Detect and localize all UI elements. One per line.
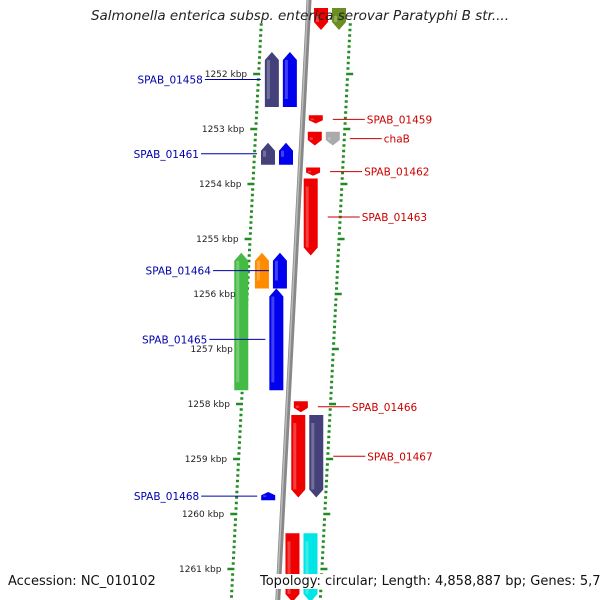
accession-label: Accession: NC_010102 bbox=[6, 574, 158, 589]
gene-spab_01459[interactable] bbox=[308, 115, 323, 124]
backbone-highlight bbox=[276, 0, 309, 600]
gene-label[interactable]: SPAB_01465 bbox=[142, 334, 207, 346]
gene-shade bbox=[305, 186, 309, 248]
gene-shade bbox=[281, 150, 285, 157]
gene-label[interactable]: SPAB_01462 bbox=[364, 167, 429, 179]
gene-label[interactable]: SPAB_01458 bbox=[137, 75, 202, 87]
gene-spab_01461-b[interactable] bbox=[279, 142, 294, 165]
gene-labels: SPAB_01458 SPAB_01461 SPAB_01464 SPAB_01465… bbox=[134, 75, 433, 504]
gene-shade bbox=[263, 150, 267, 157]
gene-shade bbox=[284, 60, 288, 99]
gene-shade bbox=[308, 170, 312, 173]
gene-spab_01465-g[interactable] bbox=[234, 252, 249, 391]
gene-spab_01458-b[interactable] bbox=[282, 52, 297, 107]
gene-label[interactable]: SPAB_01459 bbox=[367, 114, 432, 126]
gene-label[interactable]: SPAB_01466 bbox=[352, 402, 418, 414]
gene-spab_01468[interactable] bbox=[261, 492, 276, 501]
backbone-line bbox=[275, 0, 312, 600]
gene-shade bbox=[236, 260, 240, 383]
gene-spab_01463[interactable] bbox=[303, 178, 318, 256]
gene-shade bbox=[310, 118, 314, 121]
scale-label: 1261 kbp bbox=[179, 565, 222, 575]
gene-shade bbox=[305, 541, 309, 594]
gene-shade bbox=[311, 423, 315, 490]
gene-spab_01458[interactable] bbox=[264, 52, 279, 107]
scale-label: 1259 kbp bbox=[185, 455, 228, 465]
scale-label: 1255 kbp bbox=[196, 235, 239, 245]
map-title: Salmonella enterica subsp. enterica sero… bbox=[90, 8, 510, 24]
scale-label: 1257 kbp bbox=[190, 345, 233, 355]
gene-label[interactable]: SPAB_01467 bbox=[367, 451, 432, 463]
gene-spab_01462[interactable] bbox=[306, 167, 321, 176]
gene-spab_01464[interactable] bbox=[272, 252, 287, 289]
gene-chab-r[interactable] bbox=[307, 131, 322, 146]
gene-label[interactable]: SPAB_01463 bbox=[362, 212, 427, 224]
gene-label[interactable]: SPAB_01468 bbox=[134, 491, 199, 503]
gene-shade bbox=[327, 137, 331, 140]
gene-chab[interactable] bbox=[325, 131, 340, 146]
scale-label: 1258 kbp bbox=[188, 400, 231, 410]
scale-label: 1254 kbp bbox=[199, 180, 242, 190]
scale-ticks bbox=[227, 23, 354, 598]
topology-label: Topology: circular; Length: 4,858,887 bp… bbox=[258, 574, 600, 589]
gene-shade bbox=[334, 16, 338, 22]
gene-shade bbox=[295, 405, 299, 408]
gene-label[interactable]: chaB bbox=[384, 134, 410, 146]
scale-labels: 1252 kbp 1253 kbp 1254 kbp 1255 kbp 1256 kbp… bbox=[179, 70, 247, 575]
scale-label: 1256 kbp bbox=[193, 290, 236, 300]
gene-shade bbox=[274, 260, 278, 281]
gene-spab_01467-r[interactable] bbox=[291, 415, 306, 498]
gene-spab_01457[interactable] bbox=[314, 8, 329, 30]
backbone bbox=[275, 0, 312, 600]
gene-spab_01467[interactable] bbox=[309, 415, 324, 498]
gene-features bbox=[234, 8, 347, 600]
gene-label[interactable]: SPAB_01461 bbox=[134, 149, 199, 161]
gene-shade bbox=[293, 423, 297, 490]
gene-label[interactable]: SPAB_01464 bbox=[146, 266, 212, 278]
gene-shade bbox=[316, 16, 320, 22]
gene-shade bbox=[309, 137, 313, 140]
scale-label: 1252 kbp bbox=[205, 70, 248, 80]
gene-shade bbox=[266, 60, 270, 99]
gene-spab_01461[interactable] bbox=[261, 142, 276, 165]
gene-shade bbox=[287, 541, 291, 594]
gene-spab_01457-o[interactable] bbox=[332, 8, 347, 30]
scale-label: 1260 kbp bbox=[182, 510, 225, 520]
gene-spab_01466[interactable] bbox=[293, 401, 308, 413]
gene-spab_01465[interactable] bbox=[269, 288, 284, 391]
gene-shade bbox=[271, 296, 275, 383]
scale-label: 1253 kbp bbox=[202, 125, 245, 135]
gene-shade bbox=[263, 495, 267, 497]
